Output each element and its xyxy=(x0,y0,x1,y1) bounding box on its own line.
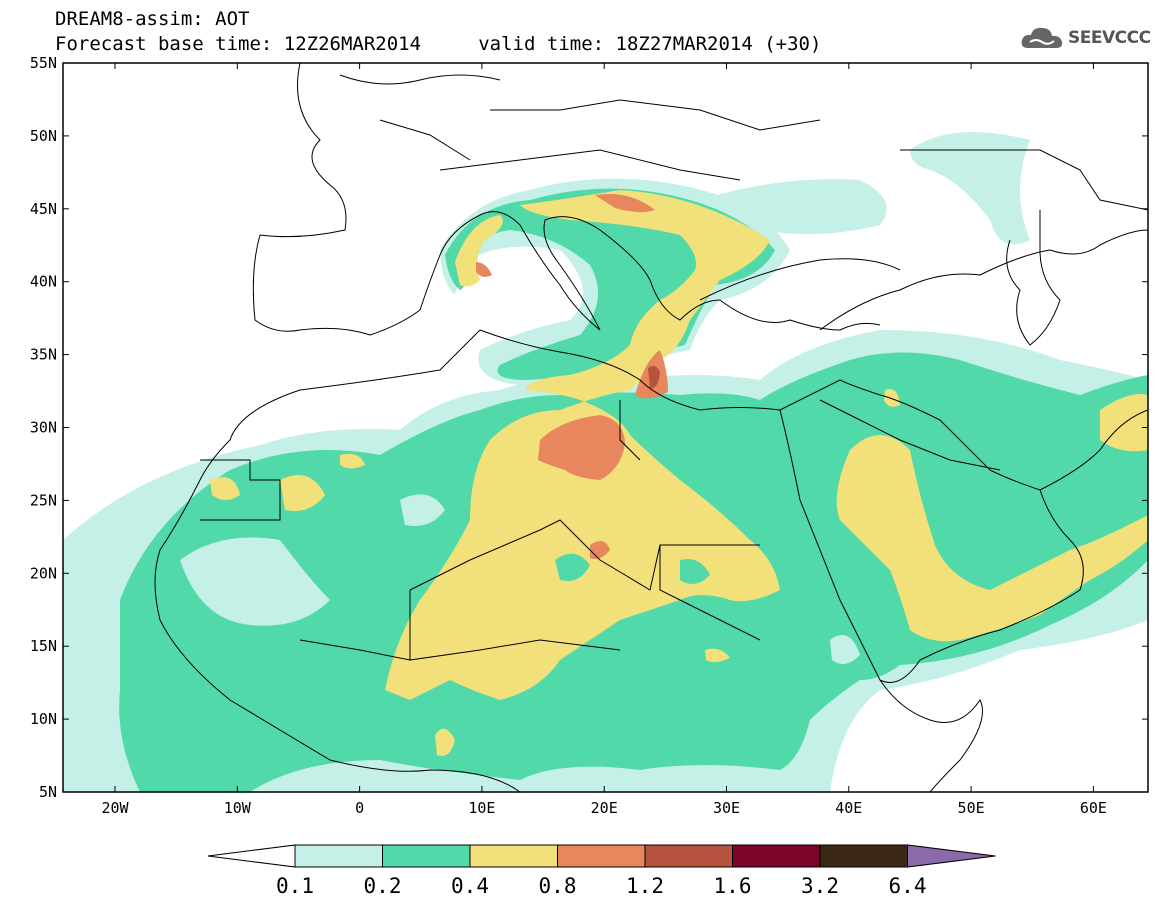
colorbar: 0.1 0.2 0.4 0.8 1.2 1.6 3.2 6.4 xyxy=(207,844,996,898)
lat-label: 45N xyxy=(30,200,57,218)
coastlines xyxy=(154,63,1148,792)
lat-label: 50N xyxy=(30,127,57,145)
lat-label: 5N xyxy=(39,783,57,801)
colorbar-label: 3.2 xyxy=(801,874,839,898)
colorbar-swatch xyxy=(819,844,908,868)
logo-text: SEEVCCC xyxy=(1068,28,1151,48)
lat-label: 25N xyxy=(30,491,57,509)
latitude-axis: 55N 50N 45N 40N 35N 30N 25N 20N 15N 10N 5N xyxy=(30,54,1148,801)
colorbar-arrow-low xyxy=(207,844,296,868)
lat-label: 30N xyxy=(30,419,57,437)
colorbar-label: 0.2 xyxy=(364,874,402,898)
lat-label: 40N xyxy=(30,273,57,291)
colorbar-swatch xyxy=(382,844,471,868)
colorbar-label: 6.4 xyxy=(889,874,927,898)
lat-label: 15N xyxy=(30,637,57,655)
seevccc-logo: SEEVCCC xyxy=(1020,24,1151,52)
colorbar-label: 1.6 xyxy=(714,874,752,898)
lon-label: 20E xyxy=(591,799,618,817)
colorbar-label: 1.2 xyxy=(626,874,664,898)
colorbar-arrow-high xyxy=(907,844,996,868)
lat-label: 10N xyxy=(30,710,57,728)
colorbar-label: 0.4 xyxy=(451,874,489,898)
lat-label: 55N xyxy=(30,54,57,72)
colorbar-swatch xyxy=(294,844,383,868)
longitude-axis: 20W 10W 0 10E 20E 30E 40E 50E 60E xyxy=(101,63,1107,817)
aot-field xyxy=(63,132,1148,792)
lon-label: 10E xyxy=(468,799,495,817)
lat-label: 35N xyxy=(30,346,57,364)
lon-label: 20W xyxy=(101,799,129,817)
forecast-time-subtitle: Forecast base time: 12Z26MAR2014 valid t… xyxy=(55,33,822,55)
lon-label: 50E xyxy=(958,799,985,817)
colorbar-swatch xyxy=(732,844,821,868)
colorbar-swatch xyxy=(644,844,733,868)
cloud-icon xyxy=(1021,27,1063,48)
colorbar-label: 0.1 xyxy=(276,874,314,898)
lon-label: 60E xyxy=(1080,799,1107,817)
lon-label: 40E xyxy=(835,799,862,817)
lat-label: 20N xyxy=(30,564,57,582)
map-title: DREAM8-assim: AOT xyxy=(55,8,250,30)
colorbar-label: 0.8 xyxy=(539,874,577,898)
colorbar-swatch xyxy=(469,844,558,868)
lon-label: 30E xyxy=(713,799,740,817)
colorbar-swatch xyxy=(557,844,646,868)
lon-label: 10W xyxy=(224,799,252,817)
lon-label: 0 xyxy=(355,799,364,817)
